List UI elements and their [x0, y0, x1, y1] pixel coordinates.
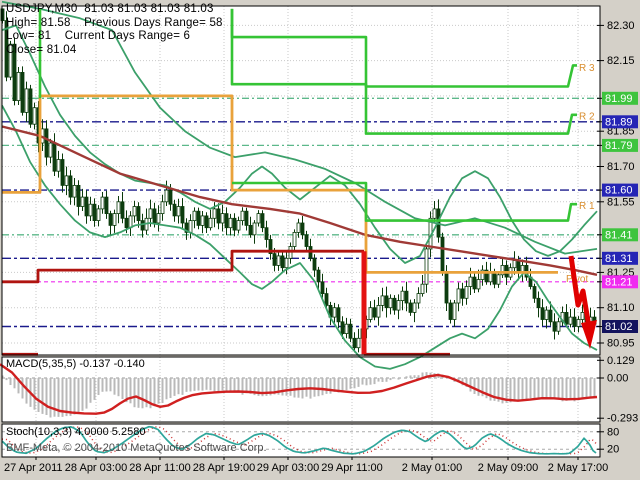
- pivot-label-r1: R 1: [579, 201, 595, 212]
- time-label-0: 27 Apr 2011: [4, 462, 63, 474]
- price-tick-81.10: 81.10: [607, 302, 635, 314]
- pivot-label-pivot: Pivot: [566, 274, 588, 285]
- main-chart-border: [1, 5, 601, 356]
- stoch-indicator-label: Stoch(10,3,3) 4.0000 5.2580: [6, 426, 146, 438]
- time-label-4: 29 Apr 03:00: [257, 462, 319, 474]
- pivot-label-r2: R 2: [579, 111, 595, 122]
- price-highlight-box: [602, 228, 638, 242]
- price-tick-81.55: 81.55: [607, 196, 635, 208]
- moving-average-line: [1, 125, 598, 276]
- sell-arrow-annotation: [568, 255, 597, 349]
- macd-axis-0.129: 0.129: [607, 355, 635, 367]
- price-highlight-81.31: 81.31: [605, 253, 633, 265]
- pivot-level-labels: R 3 R 2 R 1 Pivot: [566, 63, 595, 285]
- price-highlight-81.60: 81.60: [605, 185, 633, 197]
- macd-histogram: [1, 372, 596, 418]
- price-highlight-box: [602, 183, 638, 197]
- price-highlight-box: [602, 251, 638, 265]
- price-tick-81.70: 81.70: [607, 161, 635, 173]
- price-highlight-box: [602, 320, 638, 333]
- price-tick-80.95: 80.95: [607, 338, 635, 350]
- macd-panel: 0.129 0.00 -0.293: [0, 355, 638, 425]
- price-highlight-81.79: 81.79: [605, 140, 633, 152]
- time-label-3: 28 Apr 19:00: [193, 462, 255, 474]
- price-tick-82.30: 82.30: [607, 20, 635, 32]
- price-highlight-81.89: 81.89: [605, 116, 633, 128]
- price-tick-81.85: 81.85: [607, 126, 635, 138]
- price-highlight-81.41: 81.41: [605, 229, 633, 241]
- price-axis[interactable]: 82.3082.1581.8581.7081.5581.2581.1080.95…: [597, 20, 638, 350]
- price-highlight-box: [602, 138, 638, 152]
- candlesticks: [0, 8, 597, 353]
- price-highlight-box: [602, 115, 638, 129]
- price-highlight-box: [602, 91, 638, 105]
- price-highlight-81.02: 81.02: [605, 321, 633, 333]
- time-label-5: 29 Apr 11:00: [321, 462, 383, 474]
- time-label-7: 2 May 09:00: [478, 462, 539, 474]
- time-label-8: 2 May 17:00: [548, 462, 609, 474]
- price-tick-82.15: 82.15: [607, 55, 635, 67]
- time-label-2: 28 Apr 11:00: [129, 462, 191, 474]
- chart-close-value: Close= 81.04: [6, 44, 77, 56]
- price-highlight-81.99: 81.99: [605, 93, 633, 105]
- time-label-6: 2 May 01:00: [402, 462, 463, 474]
- macd-axis--0.293: -0.293: [607, 413, 638, 425]
- chart-ohlc-title: USDJPY,M30 81.03 81.03 81.03 81.03: [6, 3, 214, 15]
- stochastic-panel: 80 20: [1, 423, 619, 458]
- time-axis[interactable]: 27 Apr 2011 28 Apr 03:00 28 Apr 11:00 28 Ap…: [4, 457, 608, 474]
- macd-axis-0.00: 0.00: [607, 373, 628, 385]
- pivot-step-lines: [2, 8, 577, 356]
- pivot-label-r3: R 3: [579, 63, 595, 74]
- chart-high-range: High= 81.58 Previous Days Range= 58: [6, 17, 223, 29]
- price-highlight-box: [602, 275, 638, 289]
- bollinger-bands: [1, 0, 598, 370]
- time-label-1: 28 Apr 03:00: [65, 462, 127, 474]
- price-highlight-81.21: 81.21: [605, 276, 633, 288]
- macd-indicator-label: MACD(5,35,5) -0.137 -0.140: [6, 358, 145, 370]
- chart-low-range: Low= 81 Current Days Range= 6: [6, 30, 191, 42]
- stoch-axis-20: 20: [607, 444, 619, 456]
- watermark: BMF-Meta, © 2004-2010 MetaQuotes Softwar…: [6, 442, 267, 454]
- stoch-axis-80: 80: [607, 426, 619, 438]
